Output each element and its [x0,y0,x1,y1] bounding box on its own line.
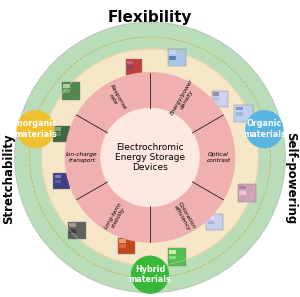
FancyBboxPatch shape [206,214,223,230]
FancyBboxPatch shape [213,102,219,105]
FancyBboxPatch shape [63,89,70,93]
FancyBboxPatch shape [53,173,70,189]
FancyBboxPatch shape [236,112,243,116]
Circle shape [65,73,235,242]
FancyBboxPatch shape [55,175,61,178]
FancyBboxPatch shape [213,92,219,96]
FancyBboxPatch shape [55,137,61,141]
FancyBboxPatch shape [212,91,228,107]
Circle shape [246,111,283,148]
FancyBboxPatch shape [55,184,61,188]
Text: Optical
contrast: Optical contrast [206,152,230,163]
FancyBboxPatch shape [119,249,126,253]
FancyBboxPatch shape [169,261,176,265]
Text: Hybrid
materials: Hybrid materials [129,265,171,285]
FancyBboxPatch shape [213,97,219,101]
Text: Energy/power
density: Energy/power density [169,78,199,119]
Circle shape [17,111,54,148]
Text: Long-term
stability: Long-term stability [103,201,128,233]
FancyBboxPatch shape [55,180,61,183]
Text: Electrochromic
Energy Storage
Devices: Electrochromic Energy Storage Devices [115,143,185,172]
FancyBboxPatch shape [55,132,61,136]
FancyBboxPatch shape [238,184,256,202]
Text: Self-powering: Self-powering [285,132,298,224]
FancyBboxPatch shape [53,126,70,142]
Text: Organic
materials: Organic materials [243,119,286,139]
FancyBboxPatch shape [68,222,86,239]
FancyBboxPatch shape [239,186,246,189]
FancyBboxPatch shape [69,229,76,233]
FancyBboxPatch shape [55,127,61,131]
FancyBboxPatch shape [239,197,246,200]
FancyBboxPatch shape [63,95,70,99]
FancyBboxPatch shape [169,61,176,65]
Text: Coloration
efficiency: Coloration efficiency [172,201,196,232]
FancyBboxPatch shape [239,191,246,195]
FancyBboxPatch shape [69,223,76,227]
FancyBboxPatch shape [119,244,126,248]
Circle shape [42,49,258,266]
FancyBboxPatch shape [167,49,186,66]
FancyBboxPatch shape [236,118,243,121]
FancyBboxPatch shape [169,50,176,54]
FancyBboxPatch shape [61,82,80,100]
FancyBboxPatch shape [63,84,70,88]
FancyBboxPatch shape [119,239,126,243]
FancyBboxPatch shape [169,250,176,254]
FancyBboxPatch shape [169,256,176,259]
Text: Response
rate: Response rate [104,83,128,113]
FancyBboxPatch shape [208,221,214,224]
Text: Flexibility: Flexibility [108,10,192,26]
FancyBboxPatch shape [127,61,133,64]
FancyBboxPatch shape [235,105,253,122]
Text: Ion-charge
transport: Ion-charge transport [66,152,98,163]
FancyBboxPatch shape [236,107,243,110]
FancyBboxPatch shape [208,225,214,229]
Text: Inorganic
materials: Inorganic materials [14,119,57,139]
FancyBboxPatch shape [169,56,176,60]
FancyBboxPatch shape [167,249,186,266]
FancyBboxPatch shape [69,234,76,238]
Text: Stretchability: Stretchability [2,133,15,224]
FancyBboxPatch shape [126,59,142,75]
FancyBboxPatch shape [127,71,133,74]
FancyBboxPatch shape [118,238,135,254]
Circle shape [132,256,168,293]
FancyBboxPatch shape [127,66,133,69]
Circle shape [15,22,285,293]
Circle shape [101,108,199,206]
FancyBboxPatch shape [208,216,214,219]
